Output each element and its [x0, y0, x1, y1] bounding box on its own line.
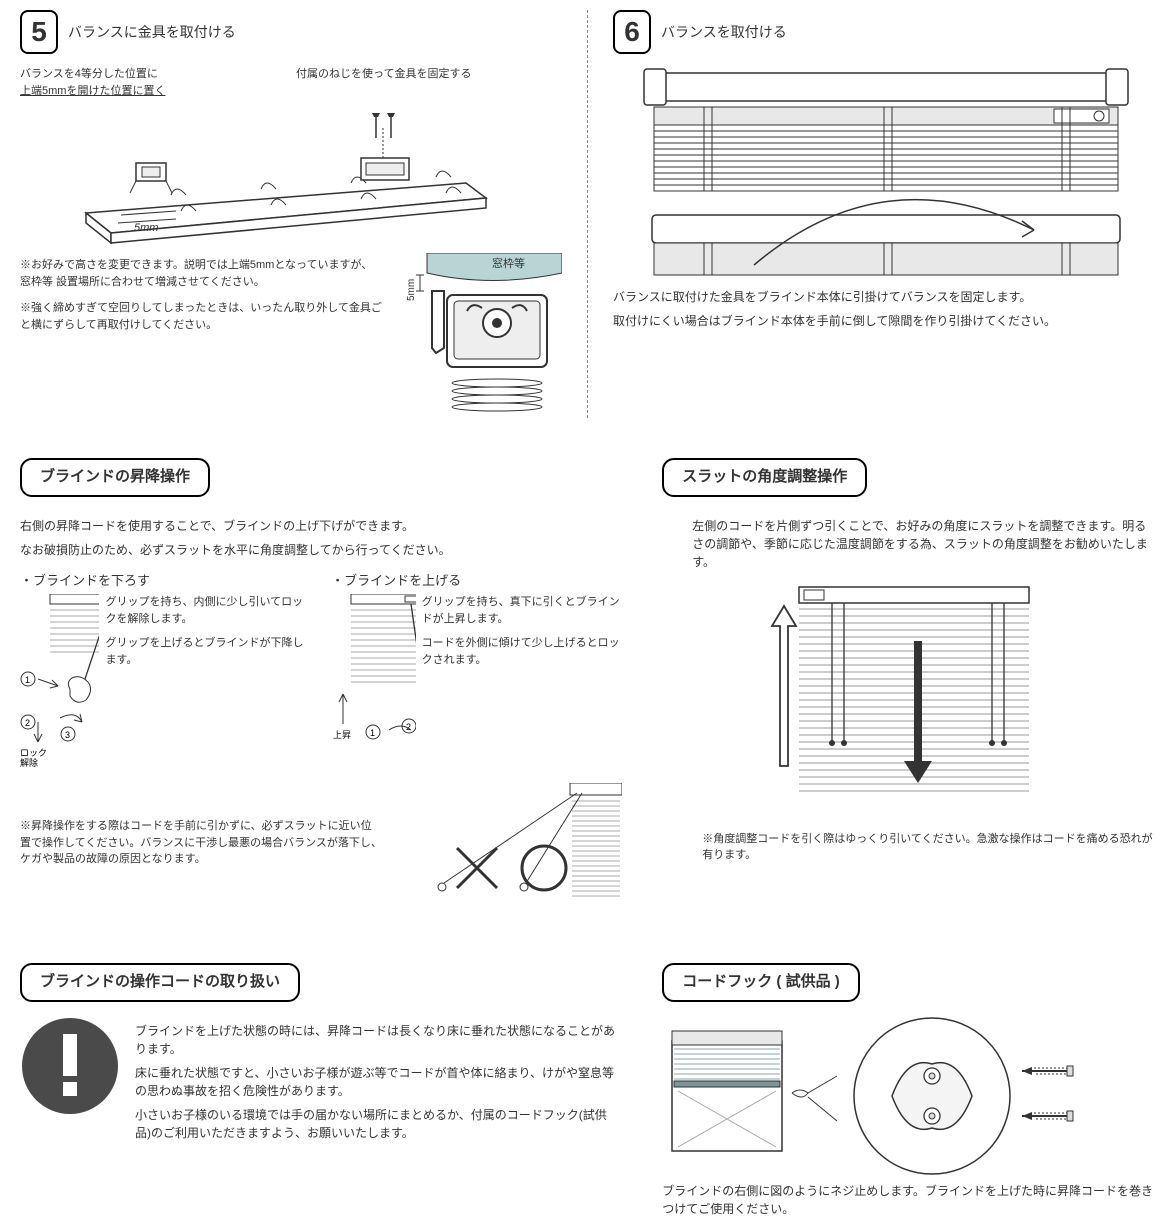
- svg-text:窓枠等: 窓枠等: [492, 256, 525, 270]
- warning-icon: [20, 1016, 120, 1121]
- hook-diagram-left: [662, 1021, 842, 1171]
- hook-body: [662, 1016, 1155, 1176]
- lift-down-head: ・ブラインドを下ろす: [20, 571, 311, 591]
- lift-up: ・ブラインドを上げる ロック 3 上昇 1 2: [331, 571, 622, 770]
- lift-ok-ng-diagram: [402, 783, 622, 903]
- hook-diagram-right: [852, 1016, 1082, 1176]
- step6-body2: 取付けにくい場合はブラインド本体を手前に倒して隙間を作り引掛けてください。: [613, 312, 1155, 330]
- slat-section: スラットの角度調整操作 左側のコードを片側ずつ引くことで、お好みの角度にスラット…: [662, 428, 1155, 903]
- step6-body1: バランスに取付けた金具をブラインド本体に引掛けてバランスを固定します。: [613, 288, 1155, 306]
- cord-p1: ブラインドを上げた状態の時には、昇降コードは長くなり床に垂れた状態になることがあ…: [135, 1022, 622, 1058]
- svg-text:3: 3: [65, 730, 70, 740]
- steps-row: 5 バランスに金具を取付ける バランスを4等分した位置に 上端5mmを開けた位置…: [20, 10, 1155, 418]
- step5-caption-right: 付属のねじを使って金具を固定する: [296, 66, 562, 99]
- bottom-row: ブラインドの操作コードの取り扱い ブラインドを上げた状態の時には、昇降コードは長…: [20, 933, 1155, 1218]
- lift-down-t1: グリップを持ち、内側に少し引いてロックを解除します。: [105, 594, 311, 627]
- step5-board-diagram: 5mm: [20, 103, 562, 253]
- lift-down-t2: グリップを上げるとブラインドが下降します。: [105, 635, 311, 668]
- step5-caption-left: バランスを4等分した位置に 上端5mmを開けた位置に置く: [20, 66, 286, 99]
- svg-text:ロック: ロック: [20, 748, 47, 758]
- step6-header: 6 バランスを取付ける: [613, 10, 1155, 54]
- svg-text:2: 2: [25, 718, 30, 728]
- svg-text:5mm: 5mm: [134, 222, 158, 234]
- step6-diagram: [613, 62, 1155, 282]
- slat-note: ※角度調整コードを引く際はゆっくり引いてください。急激な操作はコードを痛める恐れ…: [662, 831, 1155, 864]
- lift-up-t2: コードを外側に傾けて少し上げるとロックされます。: [422, 635, 623, 668]
- svg-text:1: 1: [370, 728, 375, 738]
- step5-note1: ※お好みで高さを変更できます。説明では上端5mmとなっていますが、窓枠等 設置場…: [20, 257, 382, 290]
- cord-p3: 小さいお子様のいる環境では手の届かない場所にまとめるか、付属のコードフック(試供…: [135, 1106, 622, 1142]
- lift-note: ※昇降操作をする際はコードを手前に引かずに、必ずスラットに近い位置で操作してくだ…: [20, 818, 382, 868]
- slat-diagram: [662, 581, 1155, 821]
- step5-cross-section: 窓枠等 5mm: [392, 253, 562, 418]
- svg-text:解除: 解除: [20, 757, 38, 768]
- step5-title: バランスに金具を取付ける: [68, 22, 236, 43]
- svg-text:5mm: 5mm: [406, 279, 417, 301]
- step5-header: 5 バランスに金具を取付ける: [20, 10, 562, 54]
- step6-number: 6: [613, 10, 651, 54]
- lift-up-t1: グリップを持ち、真下に引くとブラインドが上昇します。: [422, 594, 623, 627]
- lift-intro2: なお破損防止のため、必ずスラットを水平に角度調整してから行ってください。: [20, 541, 622, 559]
- slat-title: スラットの角度調整操作: [662, 458, 867, 497]
- lift-subrow: ・ブラインドを下ろす 1 下降 2: [20, 571, 622, 770]
- svg-text:上昇: 上昇: [333, 730, 351, 740]
- step6: 6 バランスを取付ける: [613, 10, 1155, 418]
- lift-intro1: 右側の昇降コードを使用することで、ブラインドの上げ下げができます。: [20, 517, 622, 535]
- hook-section: コードフック ( 試供品 ): [662, 933, 1155, 1218]
- step5-number: 5: [20, 10, 58, 54]
- operation-row: ブラインドの昇降操作 右側の昇降コードを使用することで、ブラインドの上げ下げがで…: [20, 428, 1155, 903]
- lift-down: ・ブラインドを下ろす 1 下降 2: [20, 571, 311, 770]
- step-divider: [587, 10, 588, 418]
- step5-caption-left-a: バランスを4等分した位置に: [20, 68, 158, 80]
- lift-caution-row: ※昇降操作をする際はコードを手前に引かずに、必ずスラットに近い位置で操作してくだ…: [20, 783, 622, 903]
- slat-intro: 左側のコードを片側ずつ引くことで、お好みの角度にスラットを調整できます。明るさの…: [662, 517, 1155, 571]
- lift-up-diagram: ロック 3 上昇 1 2: [331, 594, 416, 769]
- step5: 5 バランスに金具を取付ける バランスを4等分した位置に 上端5mmを開けた位置…: [20, 10, 562, 418]
- step5-caption-left-b: 上端5mmを開けた位置に置く: [20, 85, 165, 97]
- cord-p2: 床に垂れた状態ですと、小さいお子様が遊ぶ等でコードが首や体に絡まり、けがや窒息等…: [135, 1064, 622, 1100]
- lift-section: ブラインドの昇降操作 右側の昇降コードを使用することで、ブラインドの上げ下げがで…: [20, 428, 622, 903]
- lift-title: ブラインドの昇降操作: [20, 458, 210, 497]
- cord-title: ブラインドの操作コードの取り扱い: [20, 963, 300, 1002]
- hook-title: コードフック ( 試供品 ): [662, 963, 860, 1002]
- svg-text:1: 1: [25, 675, 30, 685]
- step6-title: バランスを取付ける: [661, 22, 787, 43]
- lift-up-head: ・ブラインドを上げる: [331, 571, 622, 591]
- lift-down-diagram: 1 下降 2 3 ロック 解除: [20, 594, 99, 769]
- step5-note2: ※強く締めすぎて空回りしてしまったときは、いったん取り外して金具ごと横にずらして…: [20, 300, 382, 333]
- cord-section: ブラインドの操作コードの取り扱い ブラインドを上げた状態の時には、昇降コードは長…: [20, 933, 622, 1218]
